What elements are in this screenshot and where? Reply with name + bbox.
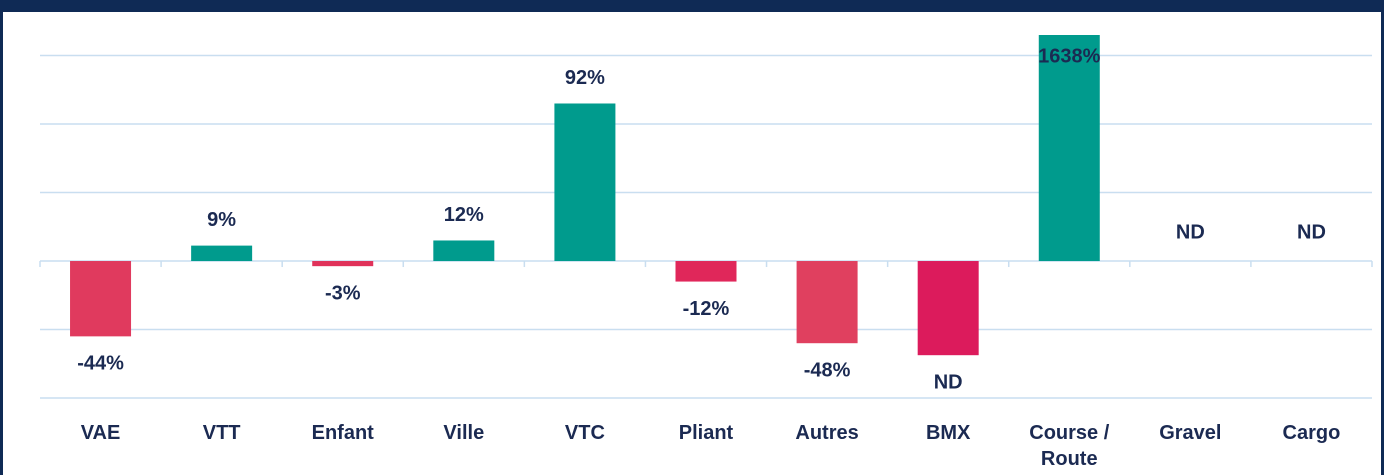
value-label: 9% [207, 209, 236, 231]
value-label: 1638% [1038, 45, 1100, 67]
bar [70, 261, 132, 337]
value-label: ND [934, 371, 963, 393]
x-tick-label: BMX [925, 422, 971, 444]
bar [1038, 35, 1100, 262]
bar [675, 261, 737, 282]
value-label: ND [1297, 221, 1326, 243]
x-tick-label: VTT [202, 422, 241, 444]
x-tick-label: Gravel [1159, 422, 1222, 444]
bar [796, 261, 858, 344]
left-border [0, 0, 3, 475]
value-label: 12% [444, 204, 484, 226]
x-tick-label: Ville [443, 422, 485, 444]
x-tick-label: Pliant [678, 422, 734, 444]
x-tick-label: Course / Route [1029, 422, 1110, 470]
value-label: -12% [683, 298, 730, 320]
right-border [1381, 0, 1384, 475]
value-label: -44% [77, 353, 124, 375]
x-tick-label: Enfant [311, 422, 374, 444]
bar [191, 245, 253, 262]
x-tick-label: Cargo [1282, 422, 1341, 444]
x-tick-label: VTC [564, 422, 605, 444]
value-label: ND [1176, 221, 1205, 243]
value-label: -3% [325, 282, 361, 304]
bar [554, 103, 616, 262]
header-bar [0, 0, 1384, 12]
bar [917, 261, 979, 356]
x-tick-label: Autres [795, 422, 859, 444]
bar [312, 261, 374, 267]
value-label: -48% [804, 359, 851, 381]
x-tick-label: VAE [80, 422, 121, 444]
value-label: 92% [565, 67, 605, 89]
bar [433, 240, 495, 262]
